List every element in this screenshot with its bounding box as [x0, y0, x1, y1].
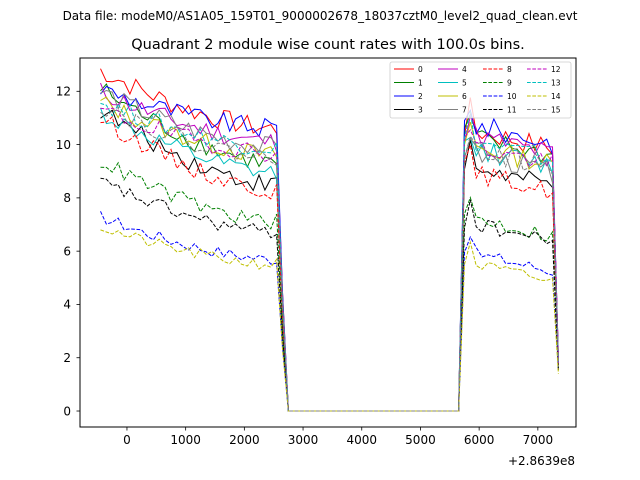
- y-tick-label: 10: [56, 138, 71, 152]
- legend-label-6: 6: [462, 92, 467, 101]
- series-line-8: [100, 115, 559, 412]
- series-line-4: [100, 82, 559, 412]
- series-line-11: [100, 177, 559, 412]
- legend-label-8: 8: [507, 65, 512, 74]
- legend-label-15: 15: [551, 105, 561, 114]
- axes-frame: [79, 57, 577, 428]
- y-tick-label: 8: [63, 191, 71, 205]
- y-tick-label: 2: [63, 351, 71, 365]
- legend-label-4: 4: [462, 65, 467, 74]
- x-tick-label: 7000: [523, 433, 554, 447]
- x-offset-label: +2.8639e8: [508, 454, 575, 468]
- legend-box: [389, 61, 572, 119]
- series-line-3: [100, 109, 559, 412]
- legend-label-9: 9: [507, 78, 512, 87]
- series-line-13: [100, 102, 559, 412]
- y-tick-label: 4: [63, 298, 71, 312]
- series-line-9: [100, 161, 559, 412]
- y-tick-label: 0: [63, 404, 71, 418]
- plot-lines: [100, 68, 559, 412]
- series-line-6: [100, 96, 559, 412]
- legend-label-13: 13: [551, 78, 561, 87]
- y-tick-label: 6: [63, 244, 71, 258]
- series-line-5: [100, 107, 559, 412]
- x-tick-label: 6000: [464, 433, 495, 447]
- y-tick-label: 12: [56, 85, 71, 99]
- legend-label-1: 1: [418, 78, 423, 87]
- series-line-15: [100, 109, 559, 412]
- series-line-2: [100, 85, 559, 412]
- legend-label-3: 3: [418, 105, 423, 114]
- series-line-7: [100, 89, 559, 412]
- series-line-12: [100, 107, 559, 412]
- suptitle: Data file: modeM0/AS1A05_159T01_90000026…: [63, 9, 578, 23]
- x-tick-label: 1000: [170, 433, 201, 447]
- series-line-10: [100, 211, 559, 412]
- legend-label-2: 2: [418, 92, 423, 101]
- legend-label-10: 10: [507, 92, 517, 101]
- legend-label-14: 14: [551, 92, 561, 101]
- x-tick-label: 4000: [346, 433, 377, 447]
- legend-label-11: 11: [507, 105, 517, 114]
- x-axis: 0 1000 2000 3000 4000 5000 6000 7000: [123, 427, 553, 447]
- legend-label-12: 12: [551, 65, 561, 74]
- x-tick-label: 0: [123, 433, 131, 447]
- x-tick-label: 3000: [288, 433, 319, 447]
- x-tick-label: 2000: [229, 433, 260, 447]
- series-line-0: [100, 68, 559, 412]
- x-tick-label: 5000: [405, 433, 436, 447]
- legend-label-5: 5: [462, 78, 467, 87]
- y-axis: 0 2 4 6 8 10 12: [56, 85, 80, 418]
- series-line-14: [100, 229, 559, 412]
- legend-label-7: 7: [462, 105, 467, 114]
- chart-title: Quadrant 2 module wise count rates with …: [131, 37, 525, 53]
- legend-label-0: 0: [418, 65, 423, 74]
